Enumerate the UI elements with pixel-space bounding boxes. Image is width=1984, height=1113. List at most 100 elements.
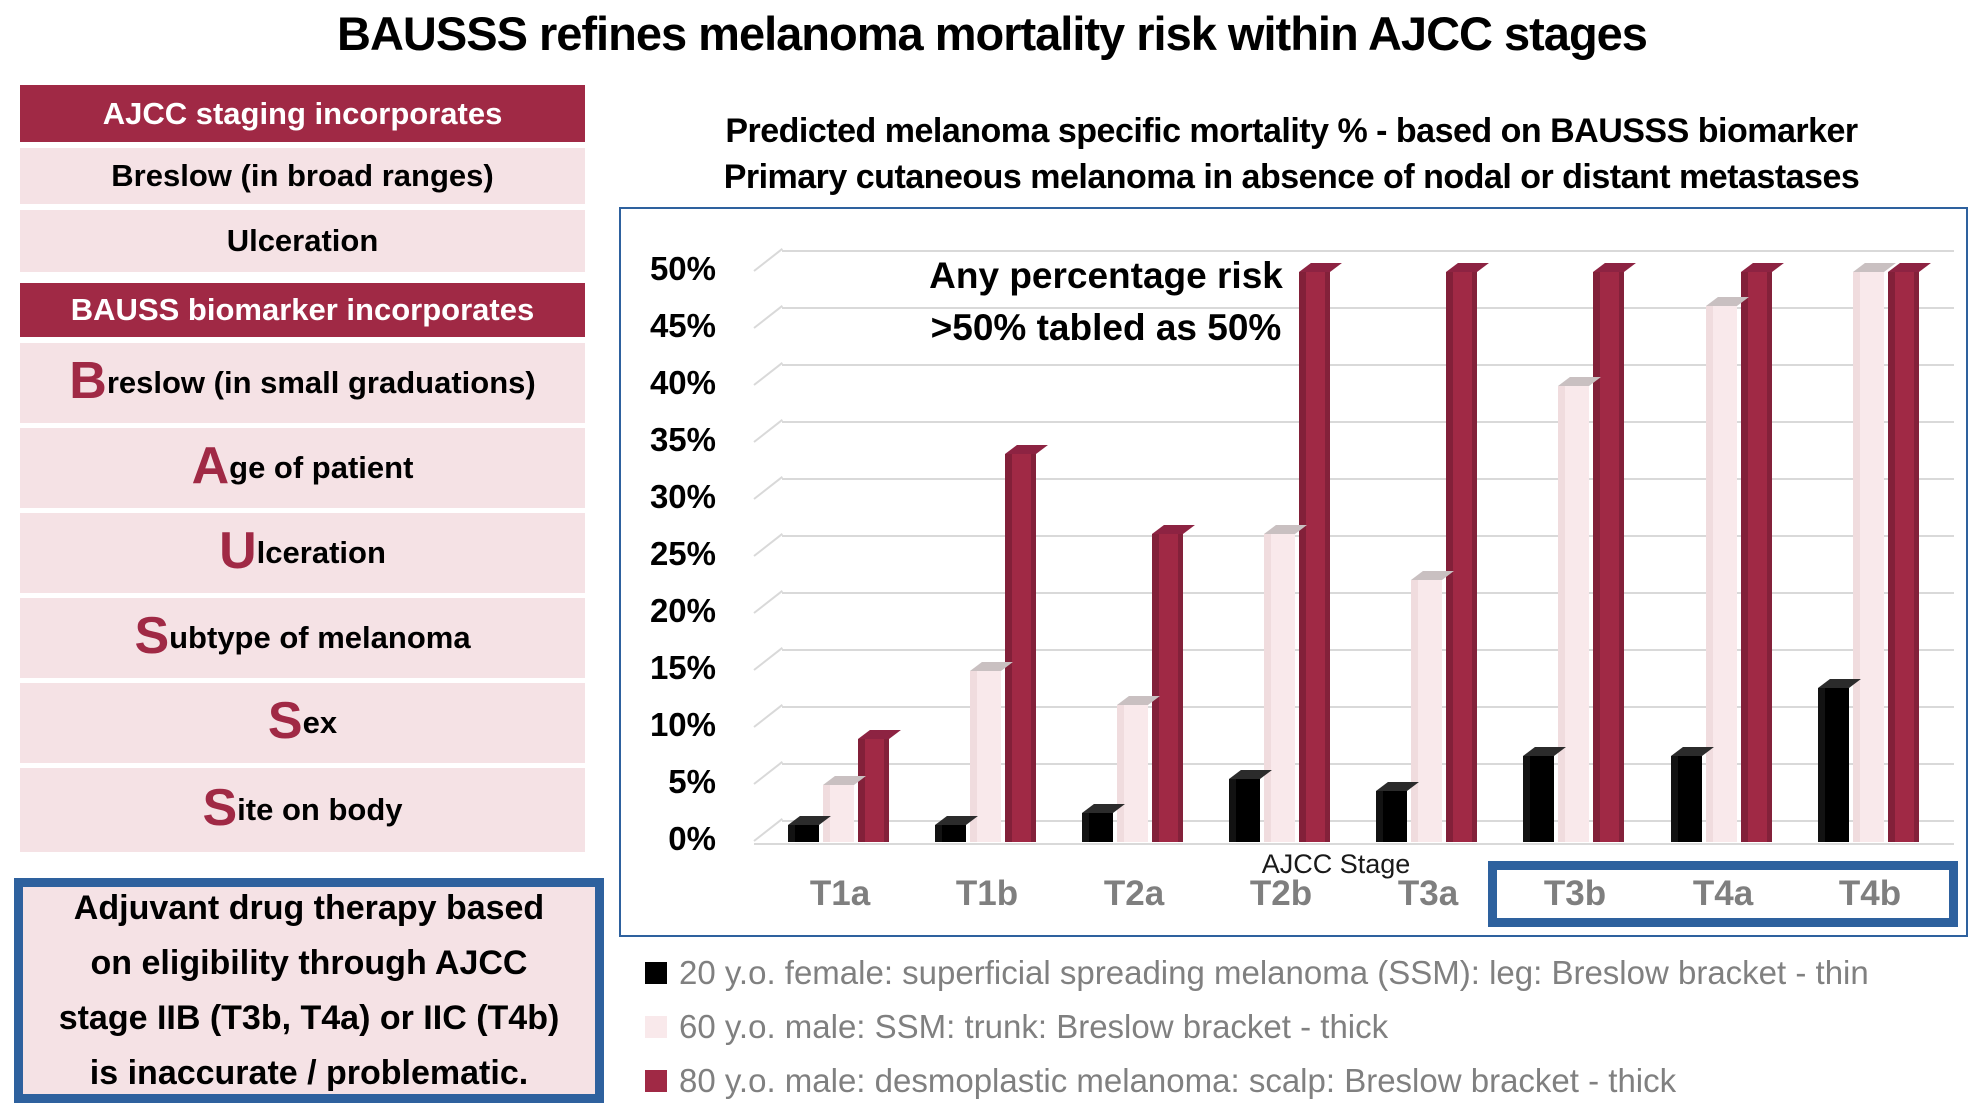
panel-row-initial: S [202, 779, 238, 837]
bar-black-T2b [1229, 770, 1272, 842]
gridline-diagonal-0pct [753, 818, 783, 842]
bar-front-face [1853, 272, 1884, 842]
y-axis-tick-0pct: 0% [668, 820, 716, 857]
gridline-diagonal-25pct [753, 533, 783, 557]
bar-side-shade [1706, 306, 1713, 842]
y-axis-tick-35pct: 35% [649, 421, 716, 458]
bar-front-face [1446, 272, 1477, 842]
mortality-chart: 0% 5% 10% 15% 20% 25% 30% 35% 40% 45% 50% T1a T1b T2a… [619, 207, 1968, 937]
panel-row-initial: B [69, 352, 107, 410]
bar-right-edge [1767, 272, 1772, 842]
note-line: Adjuvant drug therapy based [73, 888, 545, 927]
bar-side-shade [1376, 791, 1383, 842]
legend-label: 80 y.o. male: desmoplastic melanoma: sca… [679, 1062, 1677, 1099]
bar-front-face [1818, 688, 1849, 842]
legend-item-1: 60 y.o. male: SSM: trunk: Breslow bracke… [645, 1002, 1388, 1052]
bar-side-shade [1299, 272, 1306, 842]
panel-row-2: Ulceration [20, 210, 585, 272]
bar-side-shade [1888, 272, 1895, 842]
bar-front-face [970, 671, 1001, 842]
bar-side-shade [1523, 756, 1530, 842]
gridline-diagonal-5pct [753, 761, 783, 785]
bar-front-face [1229, 779, 1260, 842]
bar-red-T3b [1593, 263, 1636, 842]
bar-top-face [1152, 525, 1195, 534]
bar-front-face [1264, 534, 1295, 842]
bar-right-edge [1325, 272, 1330, 842]
legend-swatch-icon [645, 962, 667, 984]
chart-title-line2: Primary cutaneous melanoma in absence of… [723, 158, 1860, 196]
bar-side-shade [1117, 705, 1124, 842]
bar-side-shade [823, 785, 830, 842]
bar-red-T2a [1152, 525, 1195, 842]
panel-row-initial: A [191, 437, 230, 495]
bar-front-face [1082, 813, 1113, 842]
panel-row-label: ge of patient [229, 450, 414, 485]
y-axis-tick-25pct: 25% [649, 535, 716, 572]
bar-front-face [1888, 272, 1919, 842]
bar-pink-T2a [1117, 696, 1160, 842]
chart-title-line1: Predicted melanoma specific mortality % … [725, 112, 1858, 150]
panel-row-label: Ulceration [226, 223, 379, 258]
bar-red-T2b [1299, 263, 1342, 842]
note-line: stage IIB (T3b, T4a) or IIC (T4b) [58, 998, 560, 1037]
bar-front-face [1005, 454, 1036, 842]
bar-front-face [1411, 580, 1442, 842]
panel-row-label: ex [302, 705, 338, 740]
panel-row-initial: S [134, 607, 170, 665]
bar-side-shade [1818, 688, 1825, 842]
bar-front-face [1706, 306, 1737, 842]
gridline-diagonal-15pct [753, 647, 783, 671]
bar-front-face [1299, 272, 1330, 842]
y-axis-tick-5pct: 5% [668, 763, 716, 800]
bar-front-face [1558, 386, 1589, 842]
y-axis-tick-45pct: 45% [649, 307, 716, 344]
gridline-5pct [782, 763, 1954, 765]
y-axis-tick-40pct: 40% [649, 364, 716, 401]
bar-right-edge [1472, 272, 1477, 842]
bar-red-T3a [1446, 263, 1489, 842]
panel-row-1: Breslow (in broad ranges) [20, 148, 585, 204]
factors-panel: AJCC staging incorporates Breslow (in bro… [20, 85, 585, 852]
panel-row-label: ite on body [237, 792, 403, 827]
y-axis-tick-10pct: 10% [649, 706, 716, 743]
bar-black-T4a [1671, 747, 1714, 842]
gridline-diagonal-35pct [753, 419, 783, 443]
gridline-0pct [782, 820, 1954, 822]
bar-red-T1b [1005, 445, 1048, 842]
bar-side-shade [1671, 756, 1678, 842]
y-axis-tick-15pct: 15% [649, 649, 716, 686]
bar-top-face [1446, 263, 1489, 272]
bar-pink-T1b [970, 662, 1013, 842]
panel-header-3: BAUSS biomarker incorporates [20, 283, 585, 337]
bar-side-shade [1411, 580, 1418, 842]
y-axis-tick-20pct: 20% [649, 592, 716, 629]
panel-row-label: Breslow (in broad ranges) [111, 158, 494, 193]
y-axis-tick-50pct: 50% [649, 250, 716, 287]
x-axis-label-T2b: T2b [1249, 874, 1313, 913]
bar-black-T2a [1082, 804, 1125, 842]
note-line: is inaccurate / problematic. [89, 1053, 529, 1092]
x-axis-title: AJCC Stage [1261, 849, 1411, 879]
bar-side-shade [1741, 272, 1748, 842]
bar-red-T4b [1888, 263, 1931, 842]
panel-row-label: reslow (in small graduations) [106, 365, 536, 400]
bar-front-face [935, 825, 966, 842]
gridline-40pct [782, 364, 1954, 366]
legend-label: 60 y.o. male: SSM: trunk: Breslow bracke… [679, 1008, 1389, 1045]
chart-legend: 20 y.o. female: superficial spreading me… [0, 940, 1984, 1110]
gridline-15pct [782, 649, 1954, 651]
gridline-diagonal-10pct [753, 704, 783, 728]
bar-front-face [1593, 272, 1624, 842]
bar-side-shade [1446, 272, 1453, 842]
gridline-10pct [782, 706, 1954, 708]
bar-side-shade [1082, 813, 1089, 842]
bar-side-shade [1005, 454, 1012, 842]
x-axis-label-T4a: T4a [1692, 874, 1754, 913]
gridline-30pct [782, 478, 1954, 480]
bar-front-face [1376, 791, 1407, 842]
